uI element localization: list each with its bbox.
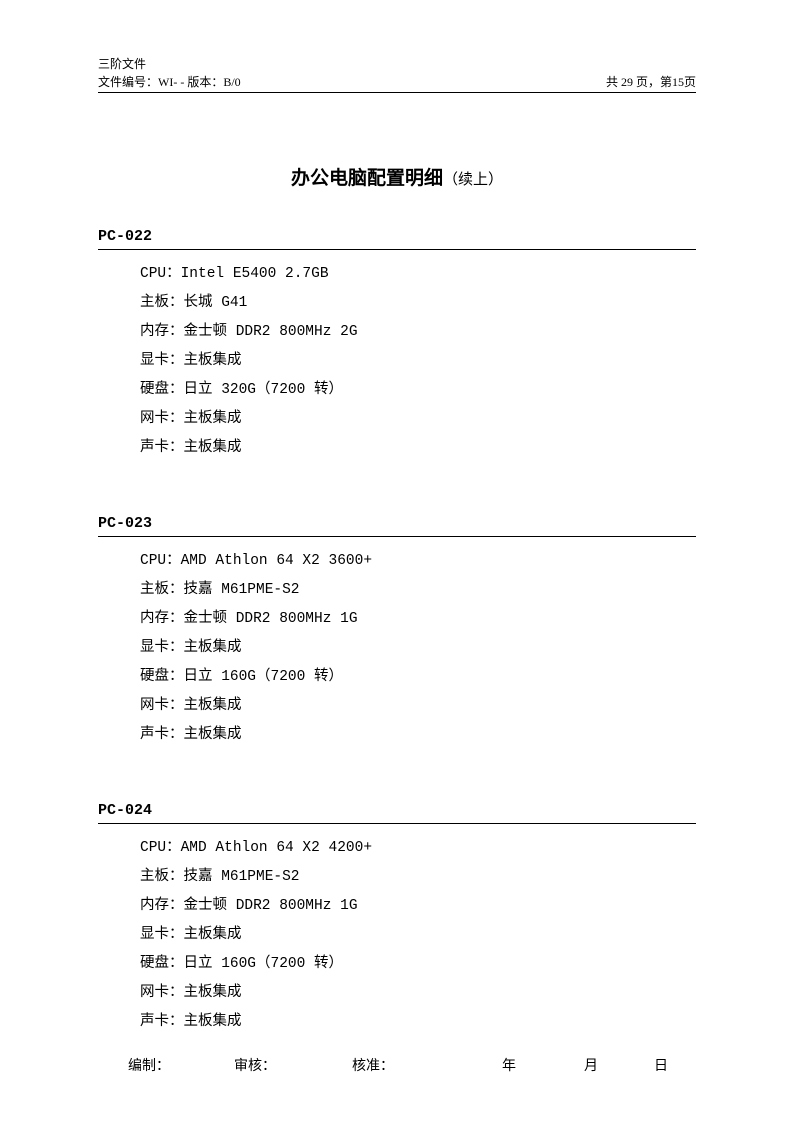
footer-month: 月 — [584, 1055, 654, 1075]
footer-approved-by: 核准： — [352, 1055, 502, 1075]
spec-hdd: 硬盘：日立 320G（7200 转） — [98, 376, 696, 405]
footer-day: 日 — [654, 1055, 668, 1075]
spec-network: 网卡：主板集成 — [98, 979, 696, 1008]
title-container: 办公电脑配置明细（续上） — [98, 163, 696, 190]
spec-gpu: 显卡：主板集成 — [98, 634, 696, 663]
page-title: 办公电脑配置明细 — [291, 168, 443, 189]
spec-motherboard: 主板：技嘉 M61PME-S2 — [98, 576, 696, 605]
spec-sound: 声卡：主板集成 — [98, 1008, 696, 1037]
spec-cpu: CPU：AMD Athlon 64 X2 3600+ — [98, 547, 696, 576]
spec-gpu: 显卡：主板集成 — [98, 921, 696, 950]
footer-year: 年 — [502, 1055, 584, 1075]
pc-header: PC-022 — [98, 228, 696, 250]
pc-header: PC-024 — [98, 802, 696, 824]
spec-cpu: CPU：AMD Athlon 64 X2 4200+ — [98, 834, 696, 863]
spec-sound: 声卡：主板集成 — [98, 434, 696, 463]
spec-network: 网卡：主板集成 — [98, 692, 696, 721]
footer-reviewed-by: 审核： — [234, 1055, 352, 1075]
spec-hdd: 硬盘：日立 160G（7200 转） — [98, 663, 696, 692]
footer-compiled-by: 编制： — [128, 1055, 234, 1075]
spec-gpu: 显卡：主板集成 — [98, 347, 696, 376]
spec-memory: 内存：金士顿 DDR2 800MHz 2G — [98, 318, 696, 347]
pc-section-024: PC-024 CPU：AMD Athlon 64 X2 4200+ 主板：技嘉 … — [98, 802, 696, 1037]
spec-network: 网卡：主板集成 — [98, 405, 696, 434]
spec-motherboard: 主板：长城 G41 — [98, 289, 696, 318]
spec-memory: 内存：金士顿 DDR2 800MHz 1G — [98, 892, 696, 921]
page-info: 共 29 页，第15页 — [606, 73, 696, 90]
title-suffix: （续上） — [443, 172, 503, 188]
doc-number: 文件编号：WI- - 版本：B/0 — [98, 73, 241, 90]
footer: 编制： 审核： 核准： 年 月 日 — [98, 1055, 696, 1075]
pc-header: PC-023 — [98, 515, 696, 537]
spec-hdd: 硬盘：日立 160G（7200 转） — [98, 950, 696, 979]
spec-cpu: CPU：Intel E5400 2.7GB — [98, 260, 696, 289]
header-line1: 三阶文件 — [98, 55, 696, 73]
spec-memory: 内存：金士顿 DDR2 800MHz 1G — [98, 605, 696, 634]
pc-section-023: PC-023 CPU：AMD Athlon 64 X2 3600+ 主板：技嘉 … — [98, 515, 696, 750]
pc-section-022: PC-022 CPU：Intel E5400 2.7GB 主板：长城 G41 内… — [98, 228, 696, 463]
spec-sound: 声卡：主板集成 — [98, 721, 696, 750]
spec-motherboard: 主板：技嘉 M61PME-S2 — [98, 863, 696, 892]
